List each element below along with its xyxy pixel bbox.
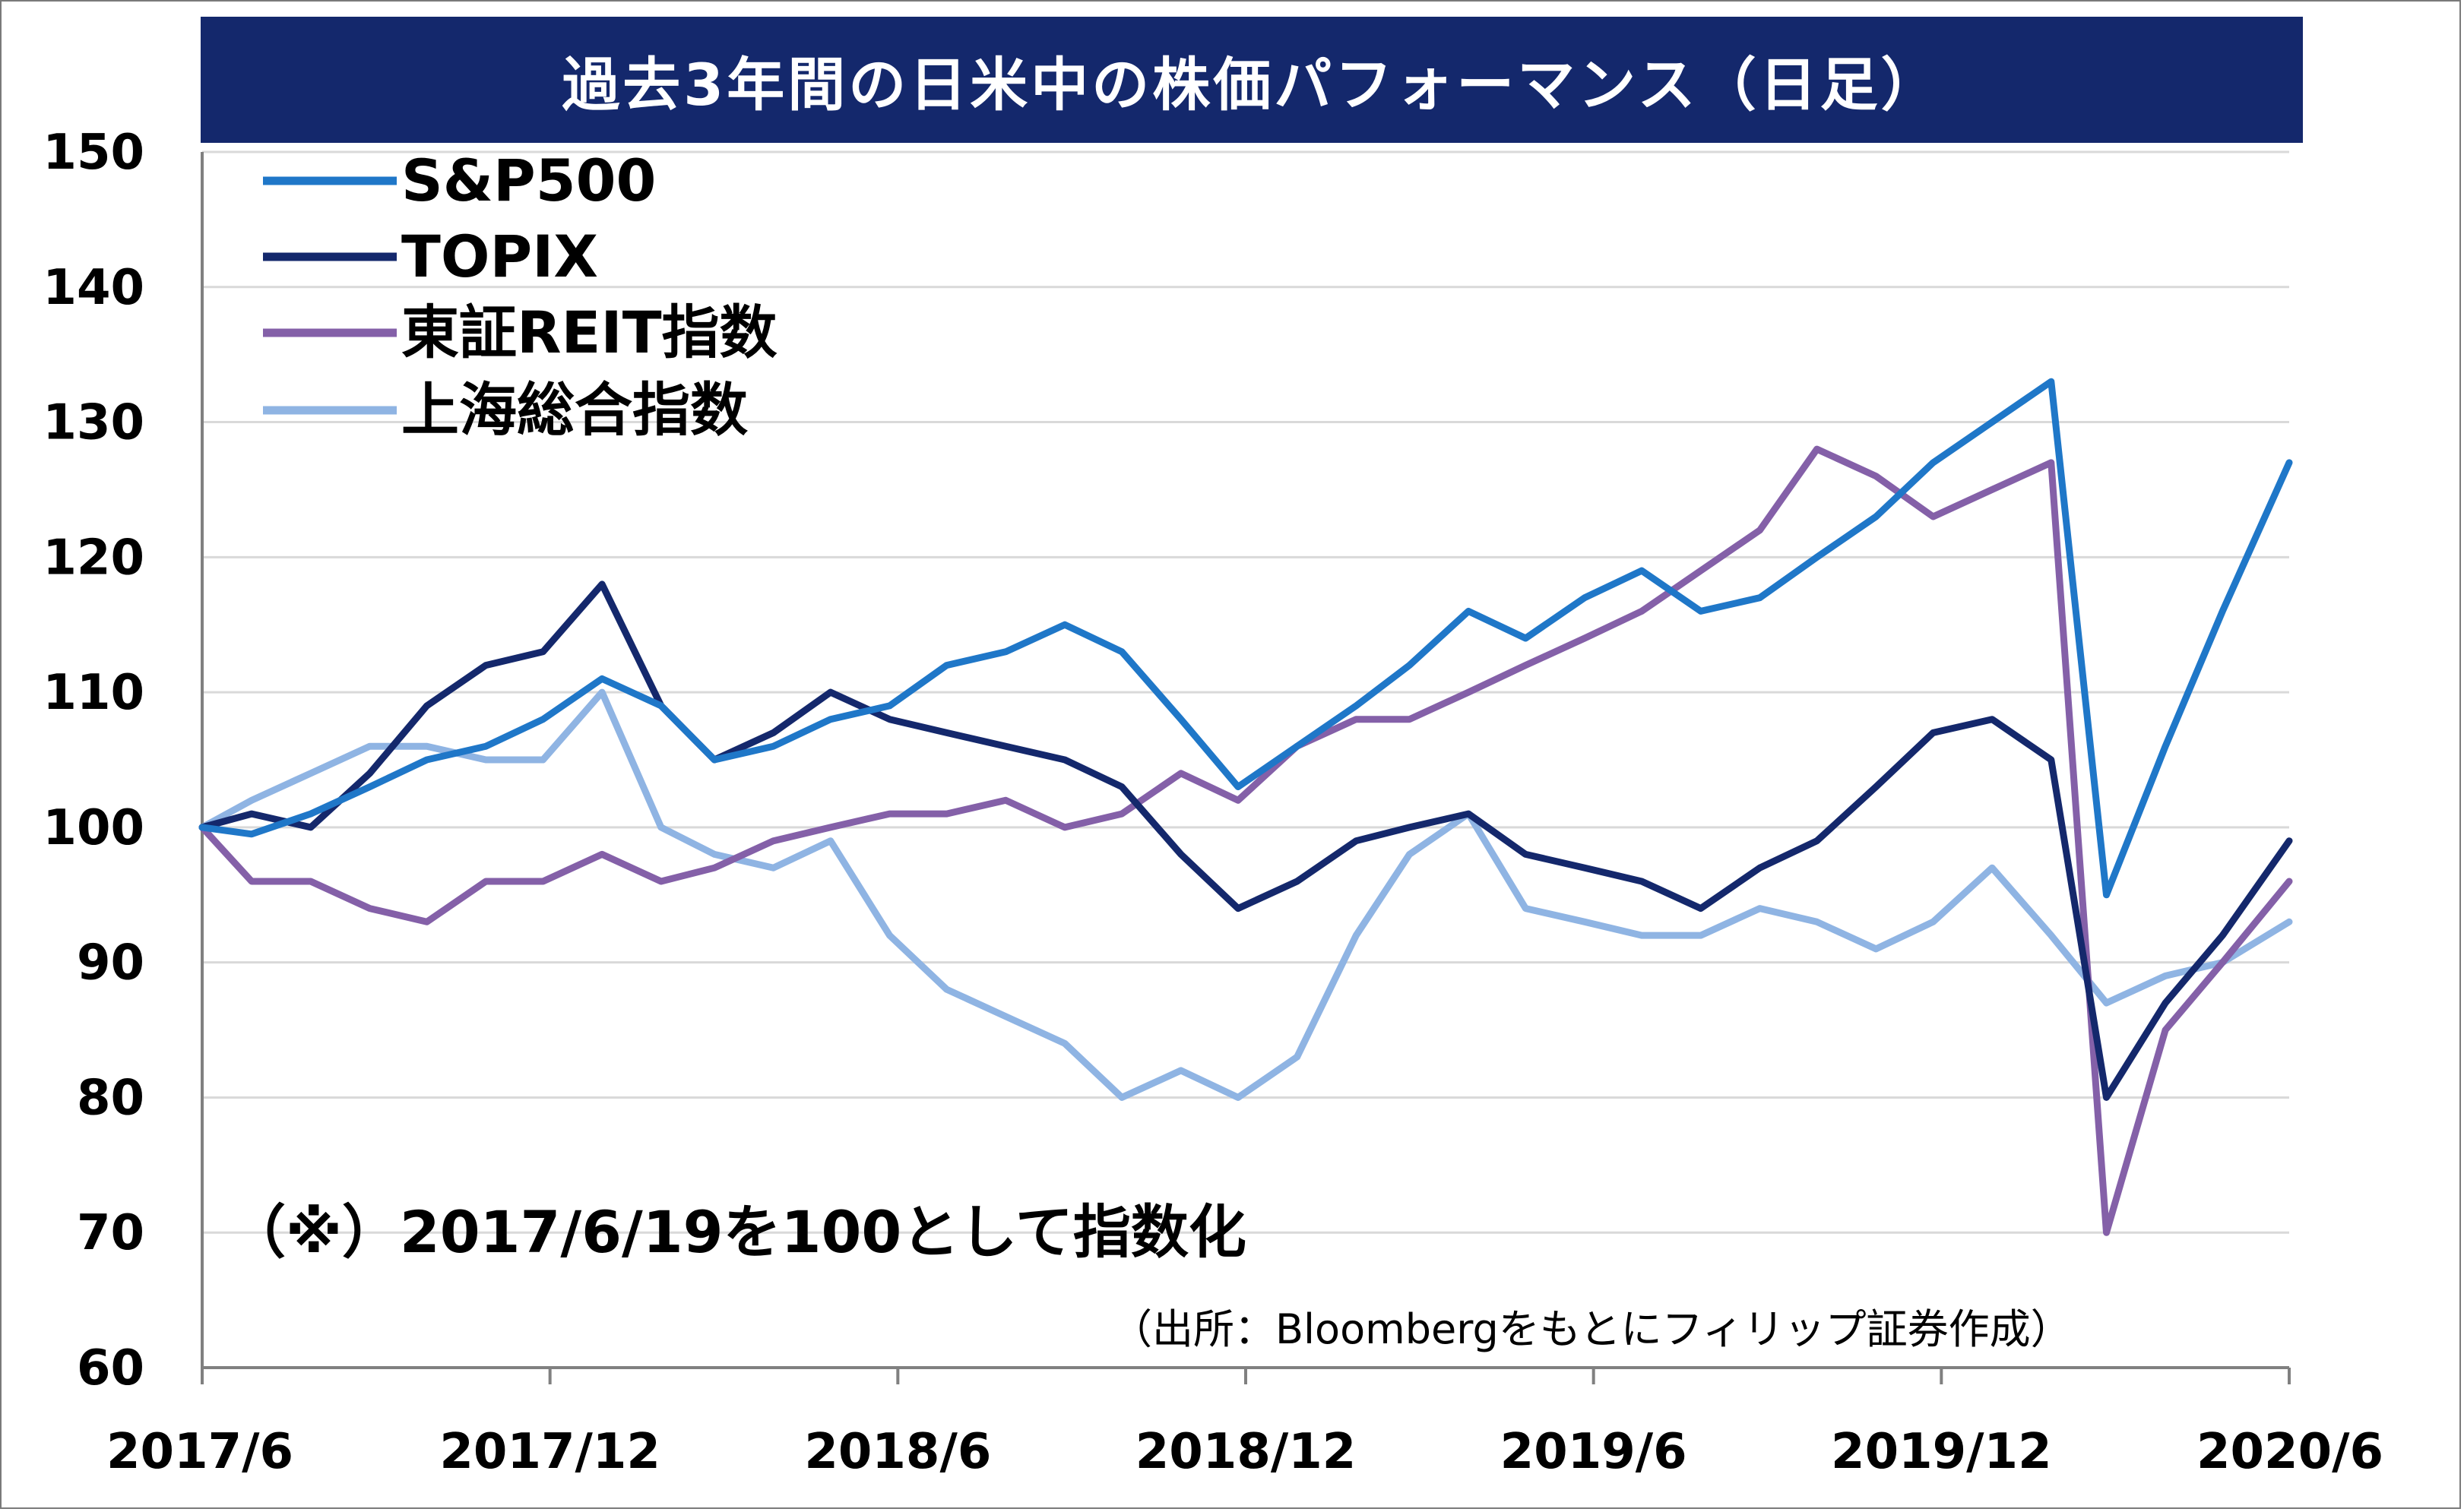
index-note: （※）2017/6/19を100として指数化 (228, 1198, 1246, 1266)
y-tick-label: 90 (77, 935, 144, 992)
series-line (198, 378, 2293, 899)
y-tick-label: 150 (43, 125, 144, 181)
y-tick-label: 140 (43, 260, 144, 316)
title-bar: 過去3年間の日米中の株価パフォーマンス（日足） (201, 17, 2303, 143)
x-tick-label: 2017/12 (439, 1424, 660, 1480)
series-line (198, 445, 2293, 1236)
series-line (198, 580, 2293, 1101)
x-tick-label: 2019/6 (1500, 1424, 1687, 1480)
legend-label: TOPIX (401, 223, 598, 290)
chart-title: 過去3年間の日米中の株価パフォーマンス（日足） (562, 51, 1942, 119)
legend-label: 上海総合指数 (401, 376, 748, 444)
source-note: （出所：Bloombergをもとにフィリップ証券作成） (1111, 1305, 2072, 1353)
legend-label: S&P500 (401, 147, 656, 214)
y-tick-label: 100 (43, 800, 144, 856)
x-tick-label: 2018/12 (1135, 1424, 1357, 1480)
x-tick-label: 2018/6 (804, 1424, 991, 1480)
legend-label: 東証REIT指数 (401, 299, 778, 366)
y-tick-label: 120 (43, 530, 144, 586)
x-tick-label: 2020/6 (2196, 1424, 2383, 1480)
y-tick-label: 130 (43, 395, 144, 451)
series-line (198, 688, 2293, 1101)
x-tick-label: 2017/6 (106, 1424, 293, 1480)
y-tick-label: 60 (77, 1340, 144, 1397)
y-tick-label: 70 (77, 1205, 144, 1261)
x-tick-label: 2019/12 (1831, 1424, 2052, 1480)
y-tick-label: 80 (77, 1070, 144, 1126)
y-tick-label: 110 (43, 665, 144, 721)
